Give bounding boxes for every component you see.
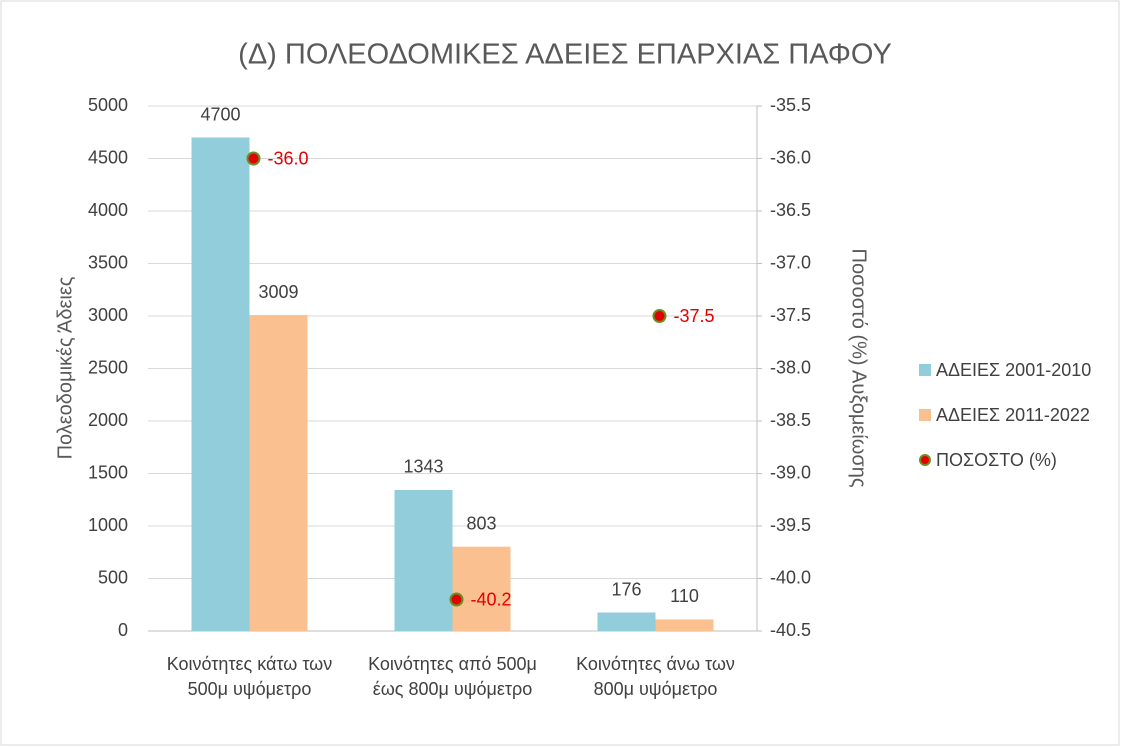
legend-swatch — [919, 454, 931, 466]
data-label: 110 — [670, 586, 699, 606]
data-label: 1343 — [403, 457, 443, 477]
y-tick-label: 2000 — [88, 410, 128, 430]
legend-swatch — [919, 364, 931, 376]
y-tick-label: 3000 — [88, 305, 128, 325]
y2-tick-label: -37.0 — [770, 252, 811, 272]
y-tick-label: 500 — [98, 567, 128, 587]
y2-tick-label: -37.5 — [770, 305, 811, 325]
y2-tick-label: -40.5 — [770, 620, 811, 640]
y2-tick-label: -39.0 — [770, 462, 811, 482]
y2-tick-label: -36.5 — [770, 200, 811, 220]
y-axis-title: Πολεοδομικές Άδειες — [54, 276, 76, 459]
data-label: -37.5 — [674, 306, 715, 326]
legend-label: ΑΔΕΙΕΣ 2011-2022 — [936, 405, 1090, 425]
legend-label: ΠΟΣΟΣΤΟ (%) — [936, 450, 1057, 470]
y-tick-label: 1000 — [88, 515, 128, 535]
data-label: 803 — [466, 513, 496, 533]
y2-tick-label: -39.5 — [770, 515, 811, 535]
y-tick-label: 0 — [118, 620, 128, 640]
x-tick-label: Κοινότητες κάτω των 500μ υψόμετρο — [166, 654, 333, 699]
y2-axis-title: Ποσοστό (%) Αυξομείωσης — [848, 249, 870, 488]
bar — [191, 137, 250, 631]
bar — [597, 612, 656, 631]
data-label: 4700 — [200, 104, 240, 124]
data-label: 3009 — [258, 282, 298, 302]
chart-title: (Δ) ΠΟΛΕΟΔΟΜΙΚΕΣ ΑΔΕΙΕΣ ΕΠΑΡΧΙΑΣ ΠΑΦΟΥ — [238, 39, 892, 71]
bar — [249, 315, 308, 631]
x-tick-label: Κοινότητες άνω των 800μ υψόμετρο — [576, 654, 735, 699]
y2-tick-label: -38.5 — [770, 410, 811, 430]
y-tick-label: 5000 — [88, 95, 128, 115]
legend-label: ΑΔΕΙΕΣ 2001-2010 — [936, 360, 1091, 380]
data-label: 176 — [611, 579, 641, 599]
y2-tick-label: -35.5 — [770, 95, 811, 115]
y-tick-label: 3500 — [88, 252, 128, 272]
bar — [452, 546, 511, 631]
y2-tick-label: -36.0 — [770, 147, 811, 167]
bar — [655, 619, 714, 631]
y2-tick-label: -40.0 — [770, 567, 811, 587]
y2-tick-label: -38.0 — [770, 357, 811, 377]
point — [449, 592, 464, 607]
legend-swatch — [919, 409, 931, 421]
point — [652, 309, 667, 323]
y-tick-label: 2500 — [88, 357, 128, 377]
data-label: -40.2 — [471, 589, 512, 609]
bar — [394, 489, 453, 631]
y-tick-label: 1500 — [88, 462, 128, 482]
data-label: -36.0 — [268, 148, 309, 168]
x-tick-label: Κοινότητες από 500μ έως 800μ υψόμετρο — [368, 654, 537, 699]
point — [246, 151, 261, 166]
y-tick-label: 4000 — [88, 200, 128, 220]
y-tick-label: 4500 — [88, 147, 128, 167]
